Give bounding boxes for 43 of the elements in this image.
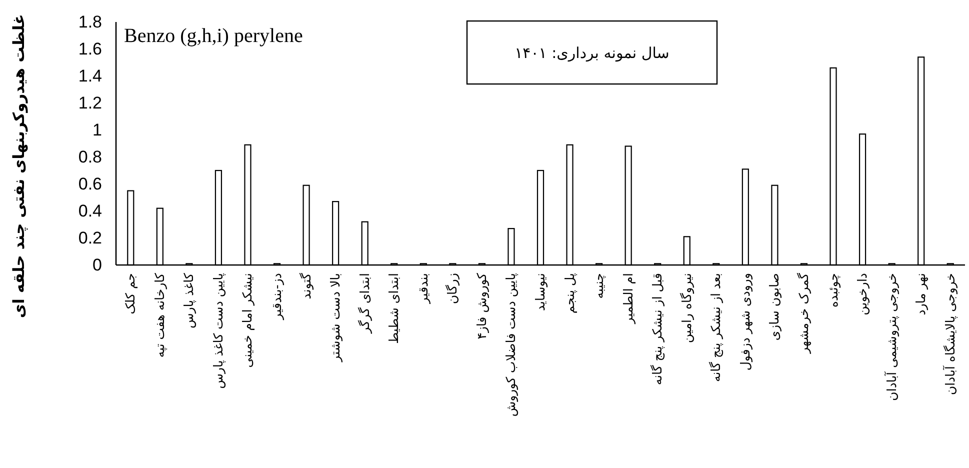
x-tick-label: ابتدای شطیط [386, 273, 402, 344]
x-tick-label: نهر مارد [913, 273, 930, 316]
y-tick-label: 0.2 [78, 228, 102, 248]
x-tick-label: قبل از نیشکر پنج گانه [650, 272, 666, 386]
x-tick-label: چوئبده [825, 273, 842, 308]
x-tick-label: چنیبه [591, 273, 606, 299]
x-tick-label: ابتدای گرگر [356, 273, 373, 334]
y-axis-title: غلظت هیدروکربنهای نفتی چند حلقه ای [10, 14, 28, 318]
x-tick-label: صابون سازی [766, 273, 783, 341]
x-tick-label: نیوساید [532, 273, 548, 312]
x-tick-label: نیشکر امام خمینی [240, 273, 256, 368]
x-tick-label: ورودی شهر دزفول [737, 273, 754, 371]
x-tick-label: دز-بندقیر [269, 273, 286, 321]
x-tick-label: بعد از نیشکر پنج گانه [708, 273, 724, 382]
annotation-box: سال نمونه برداری: ۱۴۰۱ [466, 20, 718, 85]
y-tick-label: 1.4 [78, 66, 102, 86]
y-tick-label: 0 [92, 256, 102, 274]
y-tick-label: 1.8 [78, 12, 102, 32]
x-tick-label: گتوند [298, 272, 314, 300]
x-tick-label: بالا دست شوشتر [328, 273, 344, 363]
x-tick-label: خروجی پتروشیمی آبادان [884, 273, 900, 401]
x-tick-label: ام الطمیر [620, 273, 636, 325]
y-tick-label: 0.6 [78, 174, 102, 194]
x-tick-label: جم کلک [122, 273, 138, 314]
x-tick-label: پایین دست فاضلاب کوروش [503, 272, 520, 417]
x-tick-label: کاغذ پارس [181, 272, 198, 328]
y-tick-label: 1.6 [78, 40, 102, 58]
x-tick-label: نیروگاه رامین [678, 273, 695, 343]
y-tick-label: 1 [92, 120, 102, 140]
x-tick-label: دارخوین [854, 273, 871, 316]
y-tick-label: 0.4 [78, 202, 102, 220]
x-tick-label: خروجی پالایشگاه آبادان [942, 273, 958, 396]
x-tick-label: پایین دست کاغذ پارس [210, 272, 226, 389]
annotation: سال نمونه برداری: ۱۴۰۱ [514, 44, 670, 62]
y-tick-label: 0.8 [78, 148, 102, 166]
x-tick-label: گمرک خرمشهر [796, 272, 812, 354]
x-tick-label: پل پنجم [562, 272, 578, 314]
x-tick-label: زرگان [444, 273, 461, 304]
x-tick-label: بندقیر [415, 273, 432, 304]
x-tick-label: کوروش فاز۴ [474, 272, 490, 340]
x-tick-label: کارخانه هفت تپه [152, 272, 168, 358]
chart-title: Benzo (g,h,i) perylene [124, 25, 303, 47]
y-tick-label: 1.2 [78, 94, 102, 112]
